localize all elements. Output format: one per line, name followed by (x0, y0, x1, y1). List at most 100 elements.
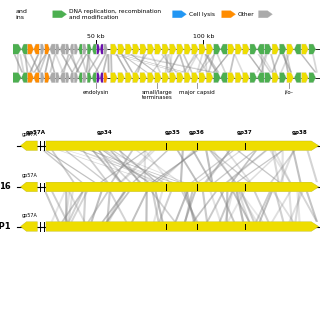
Polygon shape (257, 73, 264, 83)
Polygon shape (226, 150, 267, 182)
Polygon shape (68, 192, 74, 222)
Polygon shape (265, 73, 271, 83)
Polygon shape (248, 54, 263, 73)
Polygon shape (33, 54, 46, 73)
Polygon shape (34, 44, 39, 54)
Text: gp57A: gp57A (26, 130, 46, 135)
Polygon shape (162, 44, 169, 54)
Polygon shape (184, 192, 196, 222)
Polygon shape (132, 73, 140, 83)
Polygon shape (91, 192, 102, 222)
Text: gp57A: gp57A (22, 132, 38, 137)
Polygon shape (282, 54, 292, 73)
Polygon shape (288, 192, 293, 222)
Polygon shape (270, 54, 277, 73)
Polygon shape (125, 44, 132, 54)
Polygon shape (306, 192, 318, 222)
Polygon shape (45, 73, 50, 83)
Polygon shape (108, 192, 126, 222)
Polygon shape (199, 73, 206, 83)
Polygon shape (118, 150, 157, 182)
Polygon shape (29, 54, 40, 73)
Polygon shape (134, 54, 148, 73)
Polygon shape (21, 73, 28, 83)
Polygon shape (87, 73, 92, 83)
Polygon shape (28, 73, 34, 83)
Polygon shape (161, 54, 178, 73)
Polygon shape (232, 192, 250, 222)
Polygon shape (71, 54, 79, 73)
Polygon shape (254, 192, 269, 222)
Polygon shape (197, 150, 242, 182)
Polygon shape (92, 150, 121, 182)
Polygon shape (309, 44, 316, 54)
Polygon shape (46, 222, 319, 231)
Polygon shape (112, 150, 164, 182)
Text: small/large
terminases: small/large terminases (142, 90, 172, 100)
Polygon shape (74, 44, 78, 54)
Text: 50 kb: 50 kb (87, 34, 105, 39)
Polygon shape (210, 150, 250, 182)
Text: kP1: kP1 (0, 222, 11, 231)
Polygon shape (243, 73, 249, 83)
Polygon shape (286, 54, 292, 73)
Polygon shape (37, 54, 42, 73)
Polygon shape (282, 150, 284, 182)
Polygon shape (240, 192, 255, 222)
Polygon shape (118, 54, 187, 73)
Polygon shape (192, 150, 212, 182)
Polygon shape (235, 192, 244, 222)
Polygon shape (83, 192, 86, 222)
Polygon shape (227, 192, 245, 222)
Text: gp57A: gp57A (22, 213, 38, 218)
Polygon shape (299, 192, 318, 222)
Polygon shape (70, 44, 74, 54)
Polygon shape (258, 54, 271, 73)
Polygon shape (256, 54, 267, 73)
Polygon shape (259, 192, 273, 222)
Polygon shape (184, 192, 196, 222)
Polygon shape (78, 73, 82, 83)
Polygon shape (183, 54, 196, 73)
Polygon shape (59, 150, 155, 182)
Polygon shape (170, 44, 176, 54)
Polygon shape (109, 192, 127, 222)
Polygon shape (104, 44, 108, 54)
Polygon shape (60, 54, 73, 73)
Polygon shape (13, 44, 21, 54)
Polygon shape (227, 150, 268, 182)
Text: gp34: gp34 (97, 130, 113, 135)
Polygon shape (118, 44, 124, 54)
Polygon shape (74, 73, 78, 83)
Polygon shape (250, 44, 257, 54)
Polygon shape (67, 150, 173, 182)
Polygon shape (301, 44, 308, 54)
Polygon shape (206, 192, 224, 222)
Polygon shape (111, 54, 181, 73)
Polygon shape (144, 150, 146, 182)
Polygon shape (191, 150, 235, 182)
Polygon shape (231, 150, 257, 182)
Polygon shape (294, 192, 301, 222)
Polygon shape (208, 54, 215, 73)
Polygon shape (78, 44, 82, 54)
Text: gp35: gp35 (165, 130, 180, 135)
Polygon shape (247, 150, 283, 182)
Polygon shape (279, 44, 286, 54)
Polygon shape (220, 192, 235, 222)
Polygon shape (56, 44, 60, 54)
Polygon shape (88, 54, 90, 73)
Polygon shape (184, 44, 191, 54)
Polygon shape (287, 73, 293, 83)
Polygon shape (235, 44, 242, 54)
Polygon shape (130, 54, 157, 73)
Polygon shape (70, 192, 88, 222)
Polygon shape (92, 150, 156, 182)
Polygon shape (55, 54, 64, 73)
Polygon shape (98, 150, 131, 182)
Polygon shape (17, 54, 19, 73)
Polygon shape (204, 54, 218, 73)
Polygon shape (87, 44, 92, 54)
Polygon shape (288, 192, 304, 222)
Polygon shape (236, 150, 284, 182)
